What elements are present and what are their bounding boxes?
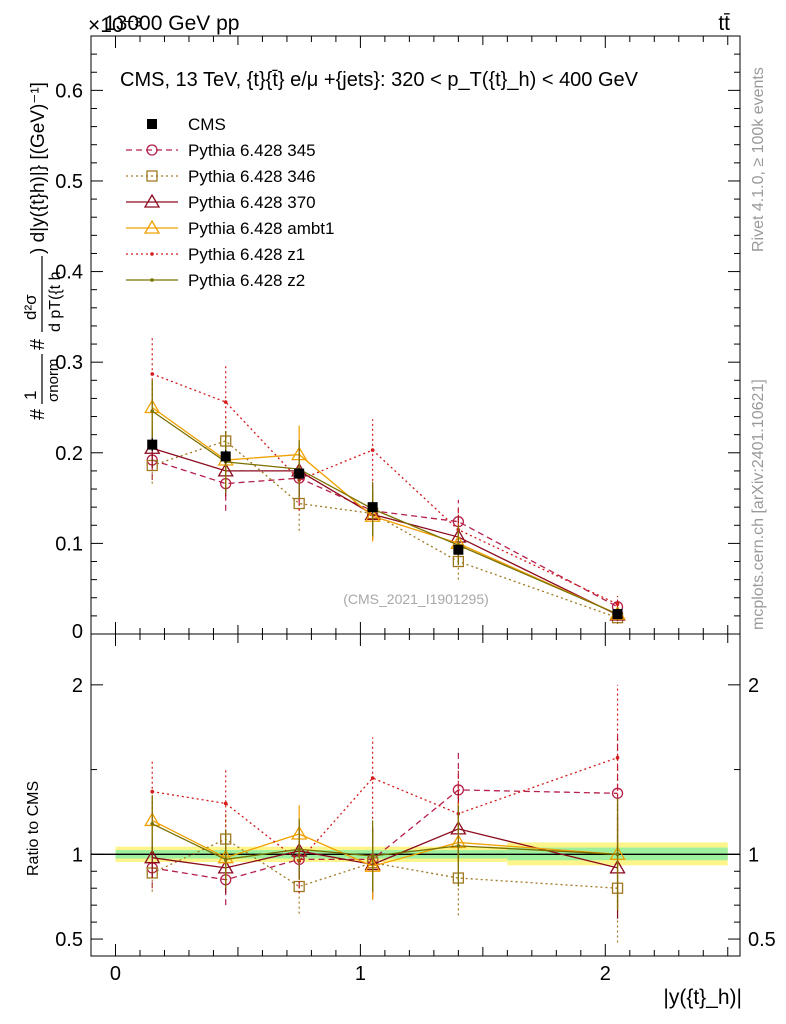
- energy-label: 13000 GeV pp: [104, 12, 239, 35]
- ratio-pythia-6-428-z2-point: [223, 857, 228, 862]
- ratio-tick-label-right: 0.5: [748, 929, 776, 951]
- y-label-hash2: #: [27, 338, 49, 350]
- y-label-frac2-num: d²σ: [21, 294, 40, 320]
- series-pythia-6-428-346-point: [293, 497, 305, 510]
- legend-label-3: Pythia 6.428 ambt1: [188, 219, 334, 238]
- legend-label-1: Pythia 6.428 346: [188, 167, 316, 186]
- analysis-watermark: (CMS_2021_I1901295): [343, 591, 489, 607]
- x-tick-label: 2: [600, 963, 611, 985]
- ratio-pythia-6-428-z1-point: [370, 776, 375, 780]
- series-pythia-6-428-z2-point: [150, 409, 155, 413]
- series-pythia-6-428-z1-point: [615, 602, 620, 606]
- legend-label-4: Pythia 6.428 z1: [188, 245, 305, 264]
- chart-title: CMS, 13 TeV, {t}{t̄} e/μ +{jets}: 320 < …: [120, 69, 639, 91]
- legend-marker-0: [146, 144, 158, 156]
- process-label: tt̄: [718, 12, 730, 35]
- x-axis-label: |y({t}_h)|: [663, 986, 742, 1009]
- ratio-tick-label-right: 2: [748, 675, 759, 697]
- legend-marker-2: [143, 193, 161, 208]
- legend-label-0: Pythia 6.428 345: [188, 141, 316, 160]
- x-tick-label: 1: [355, 963, 366, 985]
- y-label-frac1-num: 1: [21, 391, 40, 400]
- cms-data-point: [147, 439, 158, 450]
- series-pythia-6-428-z1-point: [223, 400, 228, 404]
- series-pythia-6-428-ambt1-line: [151, 406, 618, 615]
- ratio-pythia-6-428-z1-point: [615, 755, 620, 760]
- y-label-frac1-den: σnorm: [45, 359, 62, 402]
- exponent-label: ×10⁻³: [88, 14, 142, 37]
- y-axis-label: # 1 σnorm # d²σ d pT({t h ) d|y({t}h)|} …: [21, 82, 64, 420]
- series-pythia-6-428-z1-point: [150, 372, 155, 376]
- y-tick-label: 0.5: [55, 171, 83, 193]
- ratio-pythia-6-428-z2-point: [456, 844, 461, 848]
- ratio-tick-label: 0.5: [55, 929, 83, 951]
- ratio-pythia-6-428-z1-point: [223, 801, 228, 806]
- legend-marker-1: [146, 170, 158, 182]
- cms-data-point: [453, 544, 464, 555]
- x-tick-label: 0: [110, 963, 121, 985]
- ratio-tick-label: 1: [72, 844, 83, 866]
- y-tick-label: 0.3: [55, 352, 83, 374]
- ratio-plot-frame: [90, 633, 741, 957]
- legend-marker-cms: [147, 119, 157, 129]
- y-tick-label: 0.1: [55, 533, 83, 555]
- series-pythia-6-428-346-line: [152, 440, 618, 619]
- ratio-pythia-6-428-370-point: [144, 849, 161, 864]
- ratio-pythia-6-428-z2-point: [150, 822, 155, 826]
- y-label-suffix: ) d|y({t}h)|} [(GeV)⁻¹]: [28, 82, 49, 254]
- y-label-frac2-den: d pT({t h: [47, 272, 64, 332]
- ratio-pythia-6-428-z2-line: [151, 823, 618, 861]
- ratio-pythia-6-428-z1-point: [150, 789, 155, 794]
- ratio-y-label: Ratio to CMS: [25, 781, 42, 876]
- ratio-pythia-6-428-z2-point: [370, 854, 375, 858]
- cms-data-point: [220, 451, 231, 462]
- cms-data-point: [367, 502, 378, 513]
- ratio-pythia-6-428-345-point: [611, 787, 624, 799]
- mcplots-label: mcplots.cern.ch [arXiv:2401.10621]: [750, 379, 767, 630]
- y-label-hash1: #: [27, 408, 49, 420]
- y-tick-label: 0.4: [55, 262, 83, 284]
- ratio-pythia-6-428-ambt1-line: [151, 819, 618, 867]
- legend-label-2: Pythia 6.428 370: [188, 193, 316, 212]
- y-tick-label: 0.6: [55, 80, 83, 102]
- rivet-label: Rivet 4.1.0, ≥ 100k events: [750, 67, 767, 252]
- ratio-pythia-6-428-345-line: [152, 789, 618, 881]
- legend-marker-3: [143, 219, 161, 234]
- series-pythia-6-428-z1-point: [370, 448, 375, 452]
- y-tick-zero-label: 0: [72, 621, 83, 643]
- series-pythia-6-428-z2-line: [151, 410, 618, 615]
- ratio-pythia-6-428-346-line: [151, 838, 618, 889]
- cms-data-point: [294, 468, 305, 479]
- y-tick-label: 0.2: [55, 443, 83, 465]
- series-pythia-6-428-z1-line: [151, 373, 618, 605]
- legend-label-5: Pythia 6.428 z2: [188, 271, 305, 290]
- legend-label-cms: CMS: [188, 115, 226, 134]
- ratio-tick-label: 2: [72, 675, 83, 697]
- ratio-pythia-6-428-370-line: [152, 828, 618, 869]
- ratio-tick-label-right: 1: [748, 844, 759, 866]
- series-pythia-6-428-345-line: [152, 459, 618, 608]
- cms-data-point: [612, 609, 623, 620]
- legend-marker-5: [150, 278, 154, 282]
- ratio-pythia-6-428-z2-point: [615, 852, 620, 857]
- ratio-pythia-6-428-z2-point: [297, 847, 301, 852]
- series-pythia-6-428-370-line: [152, 447, 618, 616]
- legend-marker-4: [150, 252, 154, 256]
